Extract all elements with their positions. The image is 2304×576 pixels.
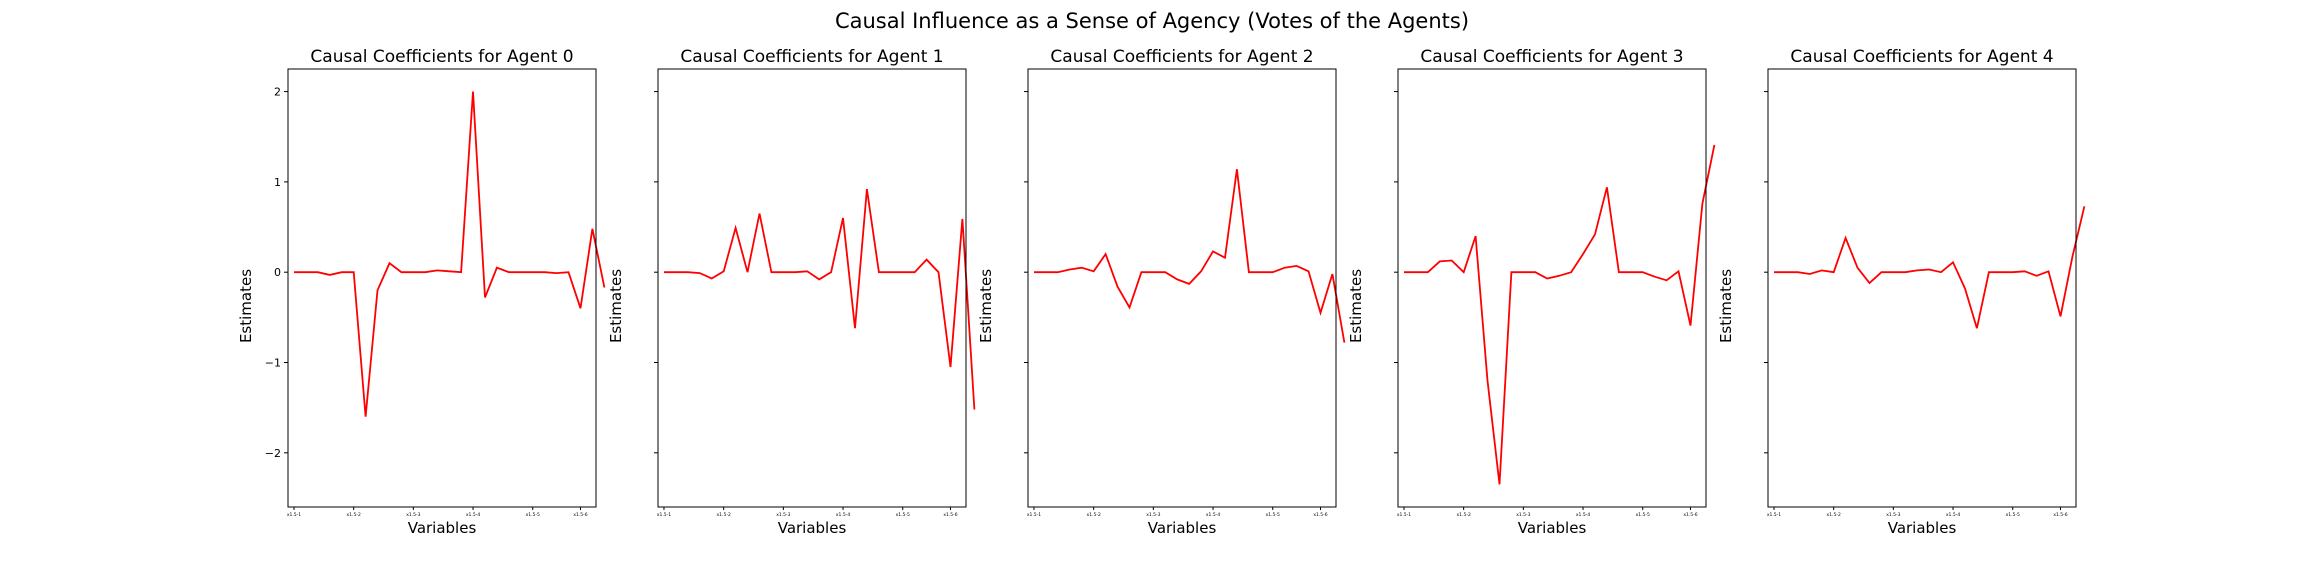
series-line <box>1774 206 2086 329</box>
y-tick-label: −2 <box>265 447 281 460</box>
figure-title: Causal Influence as a Sense of Agency (V… <box>835 9 1469 33</box>
x-tick-label: x1.5-2 <box>347 512 361 518</box>
x-tick-label: x1.5-1 <box>657 512 671 518</box>
x-tick-label: x1.5-1 <box>1027 512 1041 518</box>
x-tick-label: x1.5-4 <box>1206 512 1220 518</box>
series-line <box>294 91 606 417</box>
x-tick-label: x1.5-5 <box>2006 512 2020 518</box>
x-axis-label: Variables <box>778 519 847 537</box>
subplot-title: Causal Coefficients for Agent 1 <box>680 47 943 67</box>
x-tick-label: x1.5-2 <box>1827 512 1841 518</box>
x-axis-label: Variables <box>1518 519 1587 537</box>
y-tick-label: 2 <box>274 86 281 99</box>
y-tick-label: 1 <box>274 176 281 189</box>
y-axis-label: Estimates <box>977 269 995 343</box>
x-tick-label: x1.5-6 <box>2053 512 2067 518</box>
x-tick-label: x1.5-6 <box>943 512 957 518</box>
series-line <box>664 188 976 410</box>
subplot-title: Causal Coefficients for Agent 3 <box>1420 47 1683 67</box>
y-axis-label: Estimates <box>1347 269 1365 343</box>
axes-frame <box>1027 68 1337 508</box>
x-tick-label: x1.5-5 <box>1266 512 1280 518</box>
x-tick-label: x1.5-1 <box>287 512 301 518</box>
x-tick-label: x1.5-1 <box>1397 512 1411 518</box>
axes-frame <box>657 68 967 508</box>
series-line <box>1404 144 1716 485</box>
x-tick-label: x1.5-5 <box>1636 512 1650 518</box>
x-tick-label: x1.5-3 <box>1146 512 1160 518</box>
subplot-agent-1: Causal Coefficients for Agent 1 x1.5-1 x1.… <box>607 47 976 537</box>
x-axis-label: Variables <box>408 519 477 537</box>
subplots: Causal Coefficients for Agent 0 2 1 0 −1 −2 x1… <box>237 47 2086 537</box>
y-axis-label: Estimates <box>1717 269 1735 343</box>
axes-frame <box>1397 68 1707 508</box>
x-axis-label: Variables <box>1148 519 1217 537</box>
subplot-agent-2: Causal Coefficients for Agent 2 x1.5-1 x1.… <box>977 47 1346 537</box>
x-tick-label: x1.5-5 <box>526 512 540 518</box>
axes-frame <box>287 68 597 508</box>
subplot-title: Causal Coefficients for Agent 2 <box>1050 47 1313 67</box>
y-tick-label: 0 <box>274 266 281 279</box>
subplot-title: Causal Coefficients for Agent 4 <box>1790 47 2053 67</box>
x-tick-label: x1.5-6 <box>1313 512 1327 518</box>
x-tick-label: x1.5-4 <box>836 512 850 518</box>
x-tick-label: x1.5-2 <box>717 512 731 518</box>
x-tick-label: x1.5-3 <box>776 512 790 518</box>
x-tick-label: x1.5-1 <box>1767 512 1781 518</box>
x-tick-label: x1.5-3 <box>1516 512 1530 518</box>
series-line <box>1034 169 1346 343</box>
x-tick-label: x1.5-3 <box>1886 512 1900 518</box>
x-tick-label: x1.5-4 <box>1946 512 1960 518</box>
subplot-agent-3: Causal Coefficients for Agent 3 x1.5-1 x1.… <box>1347 47 1716 537</box>
x-tick-label: x1.5-4 <box>466 512 480 518</box>
axes-frame <box>1767 68 2077 508</box>
x-tick-label: x1.5-3 <box>406 512 420 518</box>
x-tick-label: x1.5-4 <box>1576 512 1590 518</box>
x-tick-label: x1.5-5 <box>896 512 910 518</box>
y-axis-label: Estimates <box>607 269 625 343</box>
x-tick-label: x1.5-6 <box>573 512 587 518</box>
x-tick-label: x1.5-6 <box>1683 512 1697 518</box>
x-tick-label: x1.5-2 <box>1457 512 1471 518</box>
subplot-title: Causal Coefficients for Agent 0 <box>310 47 573 67</box>
y-tick-label: −1 <box>265 357 281 370</box>
subplot-agent-0: Causal Coefficients for Agent 0 2 1 0 −1 −2 x1… <box>237 47 606 537</box>
y-axis-label: Estimates <box>237 269 255 343</box>
x-axis-label: Variables <box>1888 519 1957 537</box>
subplot-agent-4: Causal Coefficients for Agent 4 x1.5-1 x1.… <box>1717 47 2086 537</box>
x-tick-label: x1.5-2 <box>1087 512 1101 518</box>
